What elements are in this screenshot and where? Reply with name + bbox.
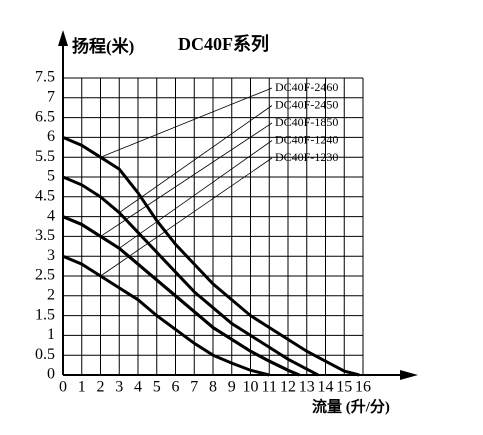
y-tick-label: 6	[47, 128, 55, 145]
y-axis-label: 扬程(米)	[72, 36, 134, 56]
y-tick-label: 2	[47, 286, 55, 303]
legend-label: DC40F-1230	[275, 150, 338, 164]
x-tick-label: 16	[355, 379, 371, 396]
leader-line	[119, 140, 273, 249]
x-tick-label: 1	[78, 379, 86, 396]
x-arrow	[400, 370, 418, 380]
x-tick-label: 8	[209, 379, 217, 396]
y-arrow	[58, 30, 68, 46]
y-tick-label: 7	[47, 88, 55, 105]
legend-label: DC40F-2450	[275, 97, 338, 111]
y-tick-label: 2.5	[35, 267, 55, 284]
x-tick-label: 11	[262, 379, 277, 396]
x-tick-label: 0	[59, 379, 67, 396]
leader-line	[119, 105, 273, 213]
x-tick-label: 10	[243, 379, 259, 396]
x-tick-label: 2	[97, 379, 105, 396]
curve	[62, 254, 270, 377]
y-tick-label: 5.5	[35, 148, 55, 165]
y-tick-label: 1.5	[35, 306, 55, 323]
leader-line	[100, 122, 273, 237]
y-tick-label: 1	[47, 326, 55, 343]
x-tick-label: 6	[172, 379, 180, 396]
y-tick-label: 3.5	[35, 227, 55, 244]
legend-label: DC40F-2460	[275, 80, 338, 94]
y-tick-label: 6.5	[35, 108, 55, 125]
x-tick-label: 3	[115, 379, 123, 396]
x-axis-label: 流量 (升/分)	[312, 397, 390, 415]
curve	[62, 175, 319, 377]
x-tick-label: 15	[336, 379, 352, 396]
leader-line	[100, 157, 273, 277]
curve	[62, 215, 300, 377]
legend-label: DC40F-1850	[275, 115, 338, 129]
legend-label: DC40F-1240	[275, 132, 338, 146]
y-tick-label: 5	[47, 168, 55, 185]
y-tick-label: 7.5	[35, 69, 55, 86]
y-tick-label: 4.5	[35, 187, 55, 204]
x-tick-label: 14	[318, 379, 334, 396]
x-tick-label: 5	[153, 379, 161, 396]
chart-title: DC40F系列	[178, 34, 269, 54]
y-tick-label: 4	[47, 207, 55, 224]
x-tick-label: 7	[190, 379, 198, 396]
x-tick-label: 12	[280, 379, 296, 396]
leader-line	[100, 87, 273, 158]
y-tick-label: 3	[47, 247, 55, 264]
y-tick-label: 0.5	[35, 346, 55, 363]
y-tick-label: 0	[47, 366, 55, 383]
curve	[62, 136, 360, 377]
x-tick-label: 4	[134, 379, 142, 396]
x-tick-label: 9	[228, 379, 236, 396]
x-tick-label: 13	[299, 379, 315, 396]
